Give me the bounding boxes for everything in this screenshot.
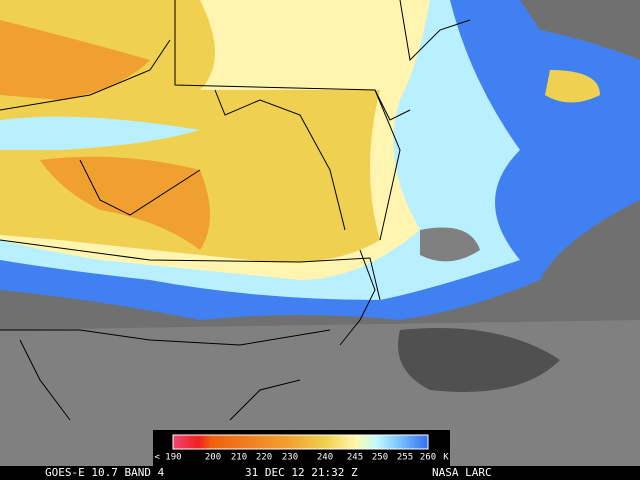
imagery [0,0,640,466]
legend-label: 255 [397,453,413,463]
time-label: 31 DEC 12 21:32 Z [245,466,358,479]
source-label: NASA LARC [432,466,492,479]
color-bar [172,434,429,450]
legend-label: K [443,453,449,463]
legend-label: 200 [205,453,221,463]
color-legend: < 190 200 210 220 230 240 245 250 255 260 K [153,430,450,466]
footer-bar [0,466,640,480]
state-borders [0,0,471,421]
legend-label: 245 [347,453,363,463]
legend-label: 250 [372,453,388,463]
legend-label: 260 [420,453,436,463]
legend-label: 240 [317,453,333,463]
legend-label: 230 [282,453,298,463]
satellite-label: GOES-E 10.7 BAND 4 [45,466,165,479]
legend-label: < 190 [154,453,181,463]
legend-label: 210 [231,453,247,463]
legend-label: 220 [256,453,272,463]
